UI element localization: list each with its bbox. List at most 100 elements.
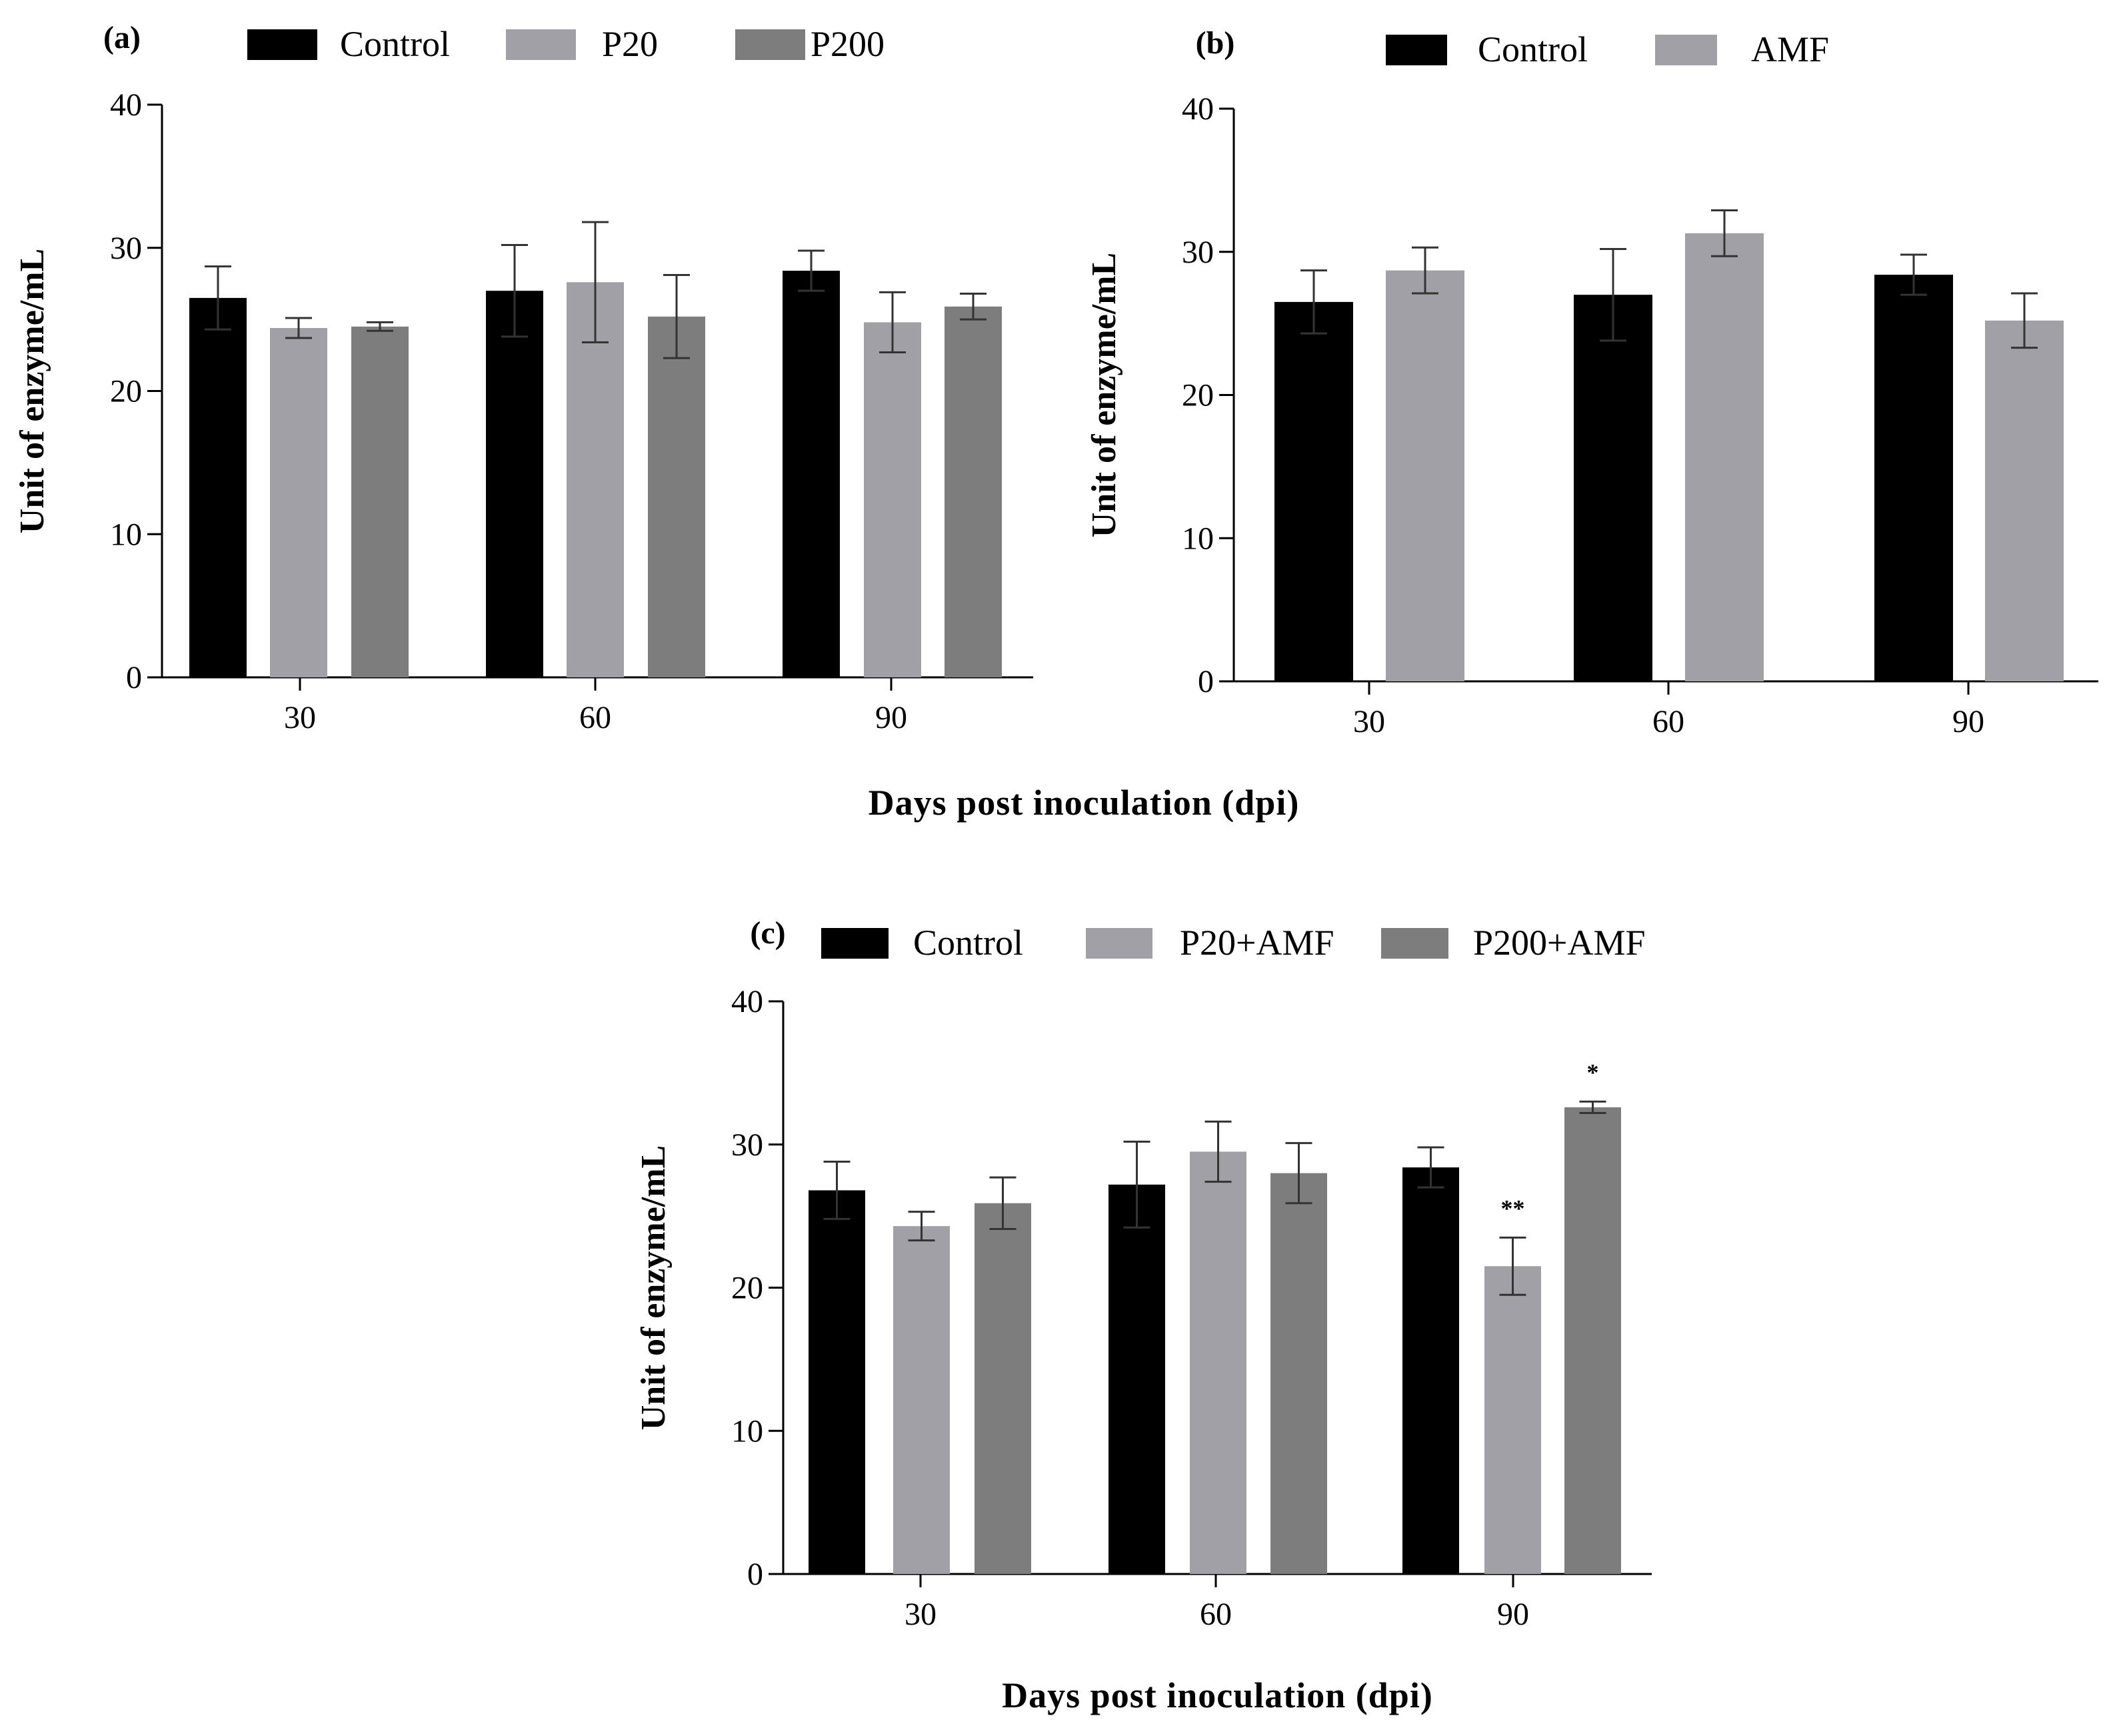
error-bar — [989, 1176, 1017, 1230]
y-tick-label: 0 — [126, 660, 142, 695]
x-tick-label: 60 — [579, 700, 611, 735]
panel-label: (a) — [103, 20, 141, 55]
panel-label: (c) — [750, 915, 785, 951]
y-axis-label: Unit of enzyme/mL — [1085, 253, 1123, 537]
bar-control-90 — [1874, 275, 1953, 681]
x-tick-label: 30 — [284, 700, 316, 735]
error-bar — [1123, 1140, 1150, 1229]
y-tick-label: 10 — [1182, 521, 1214, 556]
panel-label: (b) — [1196, 25, 1235, 61]
bar-p20-60 — [567, 282, 624, 677]
bar-p200-30 — [351, 326, 409, 677]
bar-control-90 — [783, 271, 840, 677]
error-bar — [879, 291, 906, 354]
legend-swatch-p200-amf — [1381, 928, 1448, 959]
bar-p20-amf-60 — [1190, 1151, 1246, 1574]
bar-control-30 — [809, 1190, 865, 1574]
bar-control-60 — [486, 291, 543, 677]
bar-p200-amf-60 — [1270, 1173, 1327, 1574]
error-bar — [1600, 247, 1626, 342]
error-bar — [205, 265, 231, 331]
significance-marker: ** — [1501, 1195, 1525, 1221]
legend-swatch-p20 — [506, 29, 576, 60]
legend-label: AMF — [1751, 29, 1829, 69]
x-tick-label: 60 — [1652, 704, 1684, 739]
error-bar — [663, 274, 690, 359]
legend-swatch-p20-amf — [1086, 928, 1152, 959]
significance-marker: * — [1587, 1059, 1599, 1085]
y-tick-label: 10 — [731, 1413, 763, 1449]
error-bar — [960, 292, 987, 321]
panel-c-chart: (c) Control P20+AMF P200+AMF 0 10 20 30 40 30 60 90… — [635, 915, 1652, 1715]
panel-a-chart: (a) Control P20 P200 0 10 20 30 40 30 60 90 Unit of … — [13, 20, 1033, 735]
shared-x-axis-label: Days post inoculation (dpi) — [869, 783, 1300, 823]
y-tick-label: 0 — [747, 1557, 763, 1592]
bar-control-60 — [1574, 295, 1652, 681]
y-tick-label: 30 — [731, 1127, 763, 1163]
bar-control-30 — [189, 297, 247, 678]
error-bar — [798, 249, 825, 292]
bar-p200-amf-90 — [1564, 1107, 1621, 1574]
panel-b-chart: (b) Control AMF 0 10 20 30 40 30 60 90 Unit of enzy… — [1085, 25, 2098, 739]
error-bar — [1711, 209, 1738, 257]
y-tick-label: 40 — [731, 984, 763, 1019]
x-tick-label: 90 — [1497, 1597, 1529, 1632]
x-tick-label: 90 — [875, 700, 907, 735]
error-bar — [908, 1211, 935, 1242]
y-axis-label: Unit of enzyme/mL — [13, 249, 51, 533]
bar-p200-amf-30 — [975, 1203, 1031, 1574]
bar-control-60 — [1108, 1184, 1165, 1574]
bar-control-30 — [1274, 301, 1353, 682]
legend-label: Control — [913, 923, 1023, 963]
error-bar — [823, 1161, 851, 1220]
x-axis-label: Days post inoculation (dpi) — [1002, 1675, 1433, 1715]
legend-label: P200+AMF — [1473, 923, 1646, 963]
bar-control-90 — [1402, 1167, 1459, 1574]
error-bar — [1499, 1236, 1526, 1296]
y-tick-label: 20 — [110, 374, 142, 409]
error-bar — [582, 221, 609, 343]
x-tick-label: 60 — [1200, 1597, 1232, 1632]
y-tick-label: 20 — [731, 1271, 763, 1306]
legend-label: Control — [340, 24, 450, 64]
bar-p200-60 — [648, 316, 705, 678]
error-bar — [1579, 1100, 1606, 1115]
x-tick-label: 90 — [1952, 704, 1984, 739]
x-tick-label: 30 — [1353, 704, 1385, 739]
y-tick-label: 20 — [1182, 378, 1214, 413]
legend-swatch-p200 — [735, 29, 805, 60]
error-bar — [1412, 246, 1438, 295]
y-tick-label: 10 — [110, 517, 142, 552]
x-tick-label: 30 — [905, 1597, 937, 1632]
bar-p200-90 — [945, 306, 1002, 677]
bar-amf-30 — [1386, 270, 1464, 682]
bar-p20-amf-30 — [893, 1226, 950, 1574]
y-tick-label: 30 — [1182, 235, 1214, 270]
error-bar — [285, 317, 312, 339]
y-tick-label: 40 — [110, 87, 142, 123]
error-bar — [367, 321, 393, 332]
error-bar — [1285, 1142, 1312, 1205]
error-bar — [1300, 269, 1327, 335]
bar-p20-amf-90 — [1484, 1266, 1541, 1574]
y-tick-label: 0 — [1198, 664, 1214, 699]
legend-label: P20+AMF — [1180, 923, 1334, 963]
error-bar — [1417, 1146, 1444, 1189]
error-bar — [2011, 292, 2038, 349]
error-bar — [501, 243, 528, 338]
y-tick-label: 40 — [1182, 91, 1214, 127]
legend-swatch-control — [247, 29, 317, 60]
bar-p20-90 — [864, 322, 921, 677]
legend-swatch-amf — [1655, 35, 1717, 65]
error-bar — [1900, 253, 1927, 296]
legend-swatch-control — [1386, 35, 1447, 65]
legend-label: P200 — [811, 24, 885, 64]
legend-swatch-control — [821, 928, 889, 959]
bar-p20-30 — [270, 328, 327, 677]
y-tick-label: 30 — [110, 231, 142, 266]
legend-label: Control — [1478, 29, 1588, 69]
legend-label: P20 — [602, 24, 658, 64]
bar-amf-90 — [1985, 320, 2064, 682]
bar-amf-60 — [1685, 233, 1764, 681]
